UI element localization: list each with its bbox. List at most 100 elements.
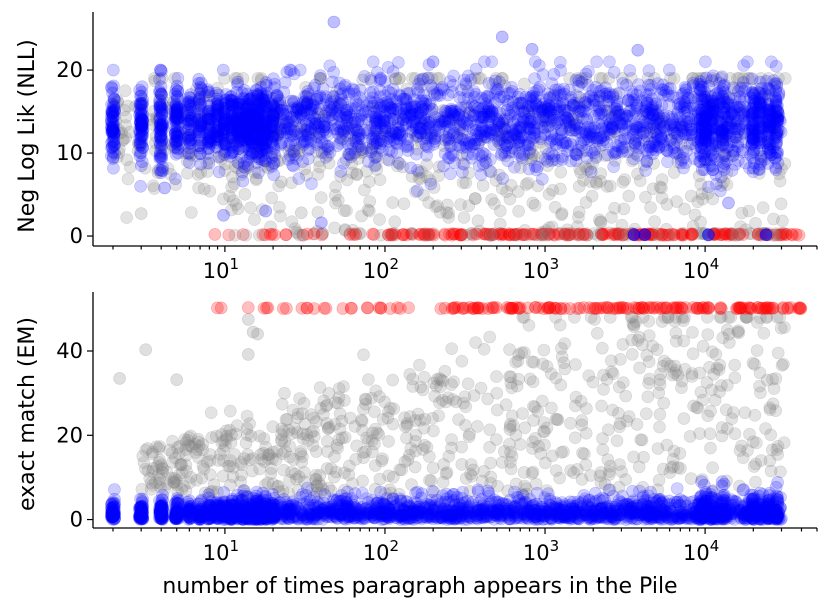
top-grey-point [596, 72, 609, 85]
top-grey-point [331, 194, 345, 207]
top-grey-point [603, 128, 617, 141]
top-blue-point [677, 151, 690, 165]
top-grey-point [572, 205, 586, 219]
bottom-grey-point [555, 342, 568, 355]
top-grey-point [198, 182, 211, 196]
top-blue-point [181, 96, 195, 110]
top-blue-point [478, 55, 491, 69]
bottom-grey-point [459, 472, 473, 485]
top-blue-point [521, 138, 534, 152]
top-blue-point [169, 172, 182, 186]
top-blue-point [347, 84, 361, 97]
top-blue-point [337, 111, 351, 124]
top-grey-point [618, 173, 632, 186]
top-grey-point [493, 204, 507, 218]
top-blue-point [404, 161, 418, 175]
top-blue-point [366, 55, 380, 69]
top-grey-point [119, 110, 133, 124]
top-grey-point [720, 178, 734, 191]
top-blue-point [623, 64, 637, 77]
bottom-grey-point [642, 314, 656, 328]
top-grey-point [409, 72, 422, 85]
top-xtick-exp: 3 [550, 255, 560, 273]
top-grey-point [536, 227, 549, 240]
bottom-grey-point [321, 434, 334, 448]
top-blue-point [336, 87, 349, 101]
top-blue-point [572, 80, 585, 93]
top-blue-point [607, 66, 621, 79]
bottom-grey-point [569, 358, 582, 371]
bottom-grey-point [677, 334, 691, 348]
top-blue-point [643, 140, 657, 153]
top-grey-point [285, 215, 299, 228]
top-blue-point [618, 111, 632, 125]
bottom-grey-point [595, 399, 608, 413]
top-grey-point [181, 166, 194, 180]
top-grey-point [571, 72, 584, 85]
top-blue-point [474, 133, 488, 146]
top-grey-point [389, 72, 402, 85]
bottom-grey-point [569, 399, 582, 413]
top-grey-point [457, 211, 471, 224]
bottom-grey-point [398, 411, 411, 425]
bottom-grey-point [455, 440, 468, 454]
top-blue-point [440, 120, 454, 133]
top-grey-point [524, 153, 538, 167]
bottom-grey-point [738, 406, 752, 420]
bottom-grey-point [728, 371, 742, 385]
top-grey-point [542, 188, 556, 201]
bottom-grey-point [564, 416, 577, 430]
top-blue-point [106, 122, 119, 136]
bottom-grey-point [517, 346, 531, 359]
top-grey-point [410, 142, 424, 156]
top-blue-point [589, 151, 603, 164]
bottom-grey-point [654, 367, 667, 381]
bottom-grey-point [557, 445, 570, 459]
top-grey-point [363, 195, 377, 208]
top-blue-point [424, 115, 438, 128]
bottom-grey-point [258, 455, 271, 468]
bottom-grey-point [709, 348, 723, 361]
top-blue-point [737, 59, 750, 72]
bottom-grey-point [507, 419, 520, 433]
top-grey-point [533, 136, 547, 149]
bottom-grey-point [650, 343, 664, 357]
top-red-point [307, 227, 321, 241]
top-outlier-point [259, 204, 273, 218]
bottom-grey-point [615, 465, 628, 478]
top-grey-point [385, 227, 399, 240]
top-grey-point [340, 204, 353, 217]
top-grey-point [688, 208, 702, 222]
bottom-blue-point [108, 483, 121, 496]
top-grey-point [714, 140, 728, 153]
top-grey-point [776, 214, 789, 228]
top-grey-point [482, 107, 496, 121]
top-blue-point [271, 129, 285, 142]
top-grey-point [554, 182, 567, 196]
top-grey-point [729, 228, 742, 242]
top-grey-point [397, 197, 411, 210]
bottom-grey-point [471, 420, 484, 433]
bottom-grey-point [278, 386, 291, 400]
bottom-grey-point [715, 421, 729, 434]
bottom-blue-point [154, 501, 168, 515]
bottom-grey-point [516, 407, 529, 420]
bottom-grey-point [403, 368, 417, 381]
top-grey-point [541, 108, 554, 122]
bottom-grey-point [687, 399, 700, 413]
top-grey-point [373, 213, 386, 226]
top-ytick-label: 20 [56, 58, 83, 82]
top-grey-point [239, 228, 253, 242]
bottom-grey-point [332, 382, 346, 395]
top-blue-point [171, 72, 185, 85]
top-grey-point [353, 227, 367, 240]
top-grey-point [531, 179, 545, 193]
top-grey-point [608, 104, 622, 118]
top-grey-point [149, 111, 163, 125]
top-grey-point [215, 132, 228, 145]
top-grey-point [528, 199, 542, 212]
top-grey-point [496, 72, 509, 85]
top-grey-point [572, 180, 586, 193]
top-grey-point [238, 188, 252, 201]
top-grey-point [699, 153, 713, 166]
